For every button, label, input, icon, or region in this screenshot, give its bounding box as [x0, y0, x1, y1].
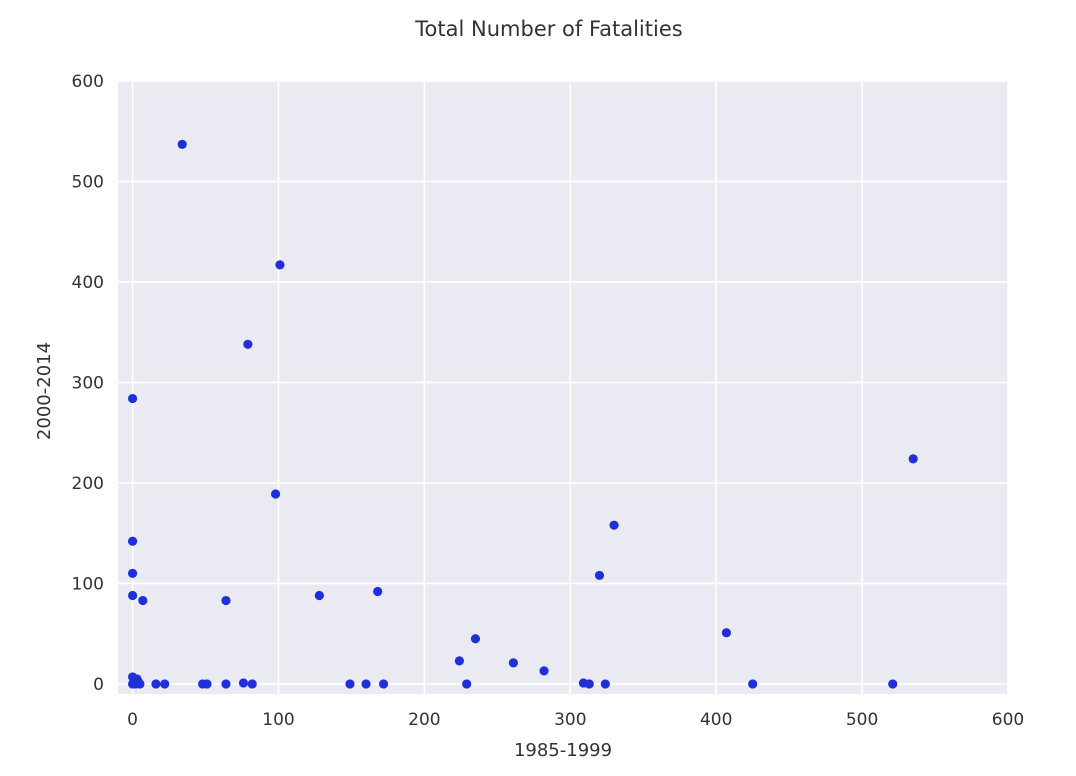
scatter-point: [345, 679, 355, 689]
scatter-point: [275, 260, 285, 270]
scatter-point: [888, 679, 898, 689]
x-tick-label: 400: [700, 710, 732, 730]
scatter-point: [378, 679, 389, 689]
chart-title: Total Number of Fatalities: [414, 17, 682, 41]
x-tick-label: 100: [262, 710, 294, 730]
scatter-point: [721, 628, 732, 638]
x-axis-label: 1985-1999: [514, 740, 612, 761]
scatter-point: [177, 139, 187, 149]
scatter-point: [470, 634, 481, 644]
x-tick-label: 0: [127, 710, 138, 730]
scatter-point: [238, 678, 249, 688]
y-tick-label: 0: [93, 675, 104, 695]
scatter-point: [135, 679, 145, 689]
y-tick-label: 100: [72, 574, 104, 594]
scatter-point: [247, 679, 257, 689]
y-tick-label: 600: [72, 72, 104, 92]
scatter-point: [508, 658, 518, 668]
scatter-point: [221, 595, 231, 606]
y-axis-label: 2000-2014: [34, 342, 55, 440]
scatter-point: [270, 489, 281, 499]
scatter-point: [908, 454, 918, 464]
scatter-point: [584, 679, 594, 689]
scatter-point: [454, 656, 465, 666]
grid: [118, 80, 1009, 694]
scatter-point: [160, 679, 170, 689]
scatter-point: [127, 393, 138, 404]
scatter-point: [462, 679, 472, 689]
scatter-point: [361, 679, 371, 689]
scatter-point: [600, 679, 610, 689]
x-tick-label: 300: [554, 710, 586, 730]
scatter-point: [127, 536, 138, 546]
y-tick-label: 300: [72, 373, 104, 393]
scatter-point: [221, 679, 231, 689]
x-tick-label: 200: [408, 710, 440, 730]
y-tick-label: 500: [72, 172, 104, 192]
scatter-point: [127, 568, 138, 579]
plot-area: [118, 81, 1008, 694]
tick-labels: 0 100 200 300 400 500 600 0 100 200 300 400 500 600: [72, 72, 1025, 730]
x-tick-label: 500: [846, 710, 878, 730]
scatter-point: [202, 679, 212, 689]
scatter-point: [243, 339, 253, 349]
x-tick-label: 600: [992, 710, 1024, 730]
scatter-point: [539, 666, 549, 676]
scatter-point: [609, 520, 619, 530]
y-tick-label: 200: [72, 474, 104, 494]
scatter-point: [127, 590, 138, 601]
scatter-point: [373, 586, 383, 597]
scatter-point: [748, 679, 758, 689]
scatter-point: [138, 595, 148, 606]
scatter-point: [151, 679, 161, 689]
data-points: [127, 139, 918, 689]
scatter-point: [314, 590, 324, 601]
scatter-point: [594, 570, 605, 581]
y-tick-label: 400: [72, 273, 104, 293]
